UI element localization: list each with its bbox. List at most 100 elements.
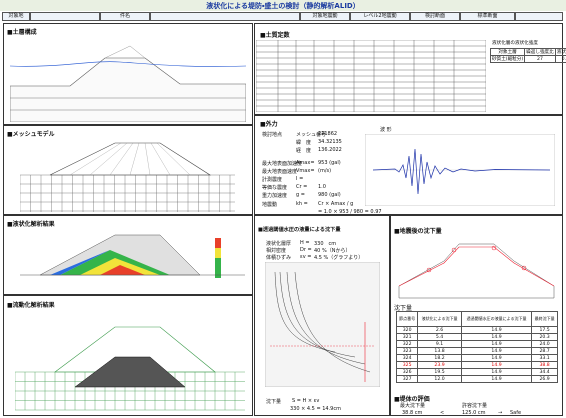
external-text: Amax= [296, 160, 315, 166]
external-text: kh = [296, 201, 308, 207]
table-cell: 2.6 [418, 327, 462, 334]
table-row: 節点番号液状化による沈下量透過閾値水圧の液量による沈下量最終沈下量 [397, 312, 558, 327]
table-cell: 326 [397, 369, 418, 376]
external-text: I = [296, 176, 303, 182]
external-text: 経 度 [296, 147, 311, 154]
eval-label: 許容沈下量 [462, 402, 487, 409]
table-cell: 14.9 [461, 341, 531, 348]
eval-value: < [440, 410, 444, 416]
header-cell: 件名 [100, 12, 150, 21]
external-text: 検討地点 [262, 131, 282, 138]
formula: S = H × εv [292, 398, 319, 404]
external-text: 221862 [318, 131, 337, 137]
header-cell [515, 12, 563, 21]
soil-section [10, 36, 246, 122]
table-row: 3215.414.920.3 [397, 334, 558, 341]
flow-result [15, 312, 245, 412]
settlement-text: 40 %（Nから） [314, 247, 350, 254]
external-text: 緯 度 [296, 139, 311, 146]
external-text: 953 (gal) [318, 160, 341, 166]
external-text: 地震動 [262, 201, 277, 208]
table-cell: 砂質土(細粒分) [491, 56, 525, 63]
external-text: Cr × Amax / g [318, 201, 353, 207]
table-row: 砂質土(細粒分)270.337 [491, 56, 566, 63]
external-text: Vmax= [296, 168, 315, 174]
table-cell: 24.0 [532, 341, 558, 348]
header-cell [30, 12, 100, 21]
mesh-model [20, 140, 235, 212]
table-header: 液状化による沈下量 [418, 312, 462, 327]
table-cell: 20.3 [532, 334, 558, 341]
table-cell: 325 [397, 362, 418, 369]
table-cell: 28.7 [532, 348, 558, 355]
settlement-text: 330 cm [314, 240, 336, 247]
section-title: ■流動化解析結果 [7, 300, 55, 309]
table-cell: 5.4 [418, 334, 462, 341]
formula-label: 沈下量 [266, 398, 281, 405]
table-cell: 34.4 [532, 369, 558, 376]
table-cell: 14.9 [461, 376, 531, 383]
settlement-text: 体積ひずみ [266, 254, 291, 261]
after-section [394, 236, 560, 300]
section-title: ■土層構成 [7, 27, 37, 36]
strength-title: 液状化層の液状化強度 [492, 40, 538, 46]
table-row: 3229.114.924.0 [397, 341, 558, 348]
table-cell: 18.2 [418, 355, 462, 362]
page-title: 液状化による堤防・盛土の検討（静的解析ALID） [0, 1, 566, 11]
table-cell: 14.9 [461, 362, 531, 369]
settlement-text: 相対密度 [266, 247, 286, 254]
external-text: 重力加速度 [262, 192, 287, 199]
settlement-text: H = [300, 240, 310, 246]
section-title: ■地震後の沈下量 [394, 226, 442, 235]
section-title: ■メッシュモデル [7, 129, 55, 138]
table-cell: 17.5 [532, 327, 558, 334]
eval-value: 125.0 cm [462, 410, 486, 416]
eval-value: Safe [510, 410, 521, 416]
strength-table: 対象土層繰返し強度比液状化強度砂質土(細粒分)270.337 [490, 48, 566, 63]
external-text: Cr = [296, 184, 307, 190]
table-cell: 33.1 [532, 355, 558, 362]
table-cell: 19.5 [418, 369, 462, 376]
external-text: 34.32135 [318, 139, 342, 145]
strain-chart [265, 262, 380, 387]
section-title: ■透過閾値水圧の液量による沈下量 [258, 226, 341, 233]
section-title: ■外力 [260, 119, 278, 128]
table-row: 32418.214.933.1 [397, 355, 558, 362]
settlement-text: εv = [300, 254, 311, 260]
external-text: 等価な震度 [262, 184, 287, 191]
header-cell: 対象地震動 [300, 12, 350, 21]
header-cell: レベル2地震動 [350, 12, 410, 21]
external-text: 計測震度 [262, 176, 282, 183]
table-cell: 26.9 [532, 376, 558, 383]
table-row: 対象土層繰返し強度比液状化強度 [491, 49, 566, 56]
table-cell: 12.0 [418, 376, 462, 383]
table-cell: 38.8 [532, 362, 558, 369]
section-title: ■土質定数 [260, 30, 290, 39]
eval-value: → [498, 410, 502, 416]
eval-label: 最大沈下量 [400, 402, 425, 409]
table-cell: 9.1 [418, 341, 462, 348]
table-cell: 321 [397, 334, 418, 341]
external-text: (m/s) [318, 168, 331, 174]
table-cell: 320 [397, 327, 418, 334]
header-cell [150, 12, 300, 21]
page: {"header":{"title":"液状化による堤防・盛土の検討（静的解析A… [0, 0, 566, 418]
header-cell: 標準断面 [460, 12, 515, 21]
settlement-text: Dr = [300, 247, 312, 253]
table-cell: 液状化強度 [555, 49, 566, 56]
table-cell: 14.9 [461, 369, 531, 376]
table-cell: 14.9 [461, 334, 531, 341]
external-text: 136.2022 [318, 147, 342, 153]
mesh-line [145, 143, 150, 175]
embankment [50, 143, 210, 175]
table-cell: 14.9 [461, 327, 531, 334]
section-title: ■液状化解析結果 [7, 219, 55, 228]
settlement-text: 4.5 %（グラフより） [314, 254, 363, 261]
calc: 330 × 4.5 = 14.9cm [290, 406, 341, 412]
table-cell: 対象土層 [491, 49, 525, 56]
external-text: = 1.0 × 953 / 980 = 0.97 [318, 209, 382, 215]
